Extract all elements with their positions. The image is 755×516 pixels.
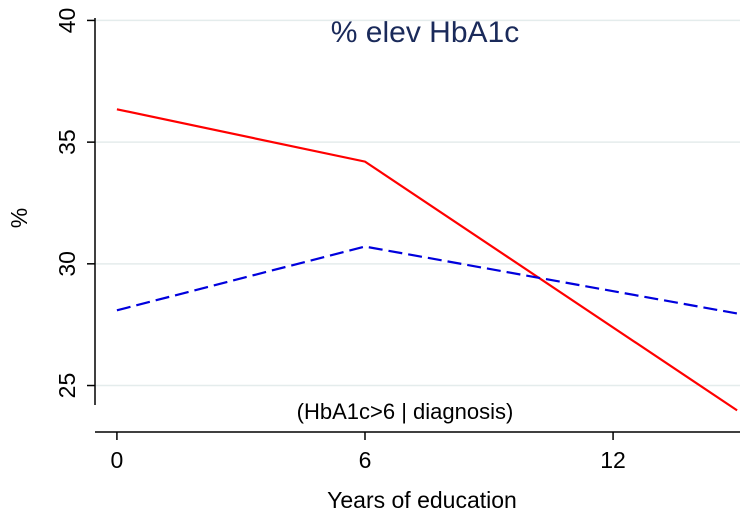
annotation: (HbA1c>6 | diagnosis) [297,399,514,424]
y-axis-label: % [6,208,32,228]
y-tick-label: 35 [54,129,80,155]
series-line [116,245,738,315]
x-tick-label: 0 [111,447,124,473]
chart-title: % elev HbA1c [331,16,519,49]
y-tick-label: 25 [54,373,80,399]
x-axis-label: Years of education [327,487,517,513]
series-line [116,108,738,412]
y-tick-label: 30 [54,251,80,277]
y-tick-label: 40 [54,8,80,34]
x-tick-label: 12 [600,447,626,473]
x-tick-label: 6 [359,447,372,473]
